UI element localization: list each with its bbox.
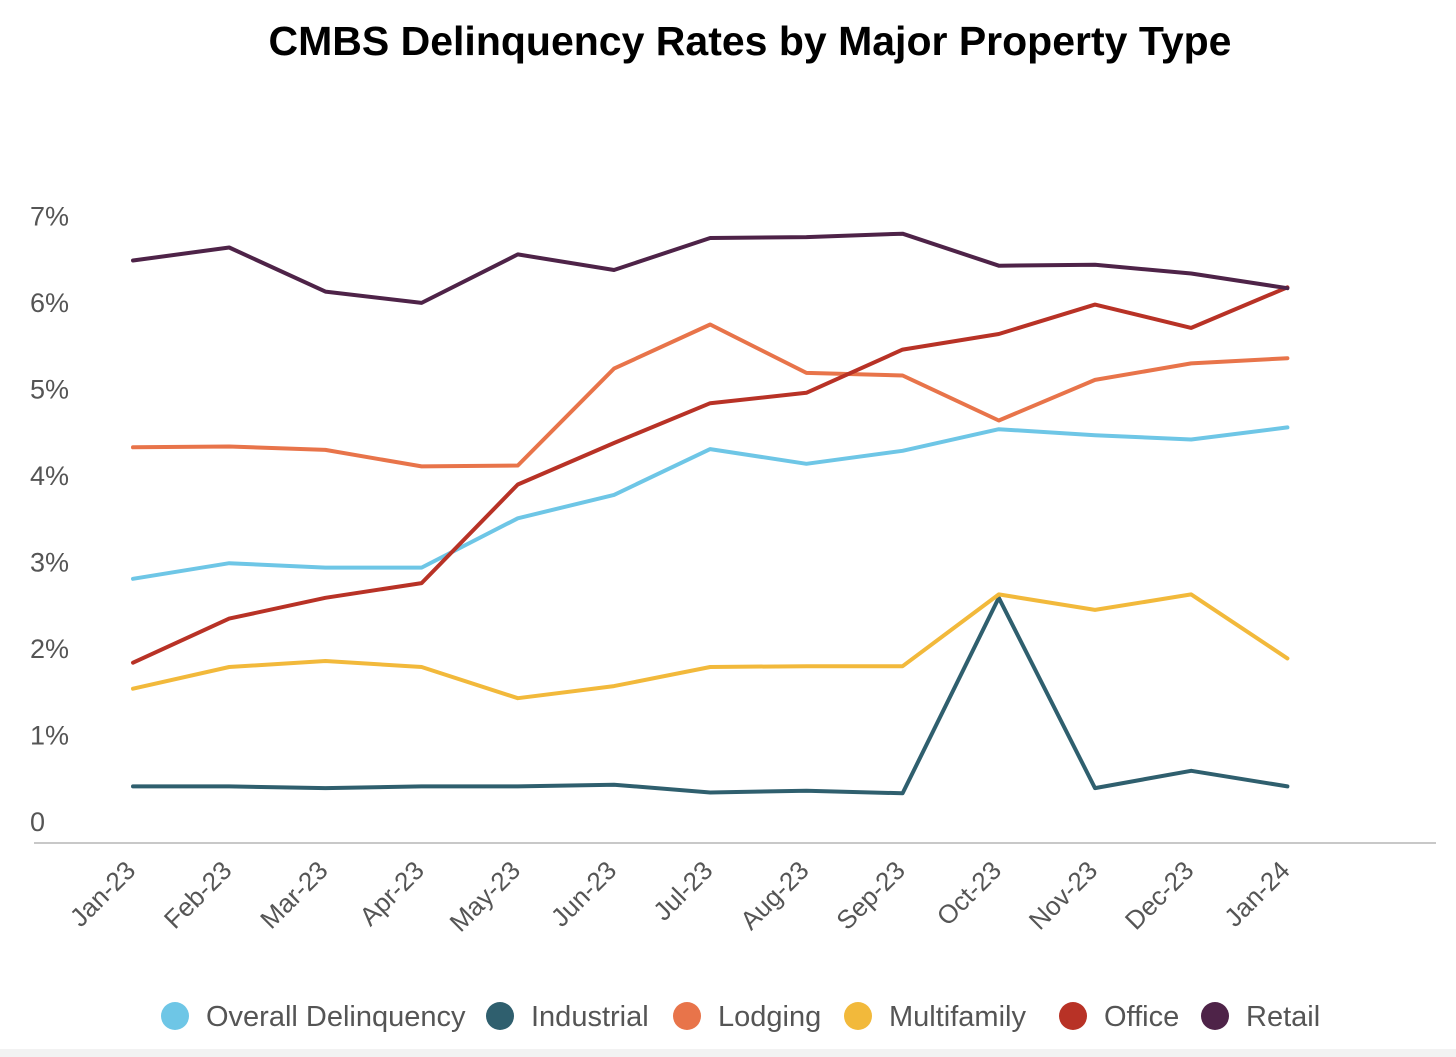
- x-axis-tick-labels: Jan-23 Feb-23 Mar-23 Apr-23 May-23 Jun-23 Jul-…: [64, 855, 1296, 938]
- x-tick-label: Dec-23: [1119, 855, 1199, 935]
- x-tick-label: Oct-23: [931, 855, 1007, 931]
- x-tick-label: Feb-23: [158, 855, 237, 934]
- legend-label-industrial: Industrial: [531, 1001, 649, 1033]
- x-tick-label: Apr-23: [353, 855, 429, 931]
- y-tick-label: 2%: [30, 634, 69, 664]
- series-line-office: [131, 285, 1290, 665]
- legend-marker-office: [1059, 1002, 1087, 1030]
- legend-label-lodging: Lodging: [718, 1001, 821, 1033]
- legend-marker-retail: [1201, 1002, 1229, 1030]
- x-tick-label: May-23: [444, 855, 527, 938]
- chart-title: CMBS Delinquency Rates by Major Property…: [268, 18, 1232, 64]
- legend-item-multifamily: Multifamily: [844, 1001, 1026, 1033]
- legend-item-retail: Retail: [1201, 1001, 1320, 1033]
- legend-item-overall: Overall Delinquency: [161, 1001, 466, 1033]
- x-tick-label: Mar-23: [254, 855, 333, 934]
- x-tick-label: Jan-23: [64, 855, 141, 932]
- series-line-overall: [131, 425, 1290, 581]
- x-tick-label: Jul-23: [647, 855, 718, 926]
- legend-item-office: Office: [1059, 1001, 1179, 1033]
- y-tick-label: 5%: [30, 375, 69, 405]
- x-tick-label: Aug-23: [734, 855, 814, 935]
- legend-label-office: Office: [1104, 1001, 1179, 1033]
- y-tick-label: 0: [30, 807, 45, 837]
- bottom-strip: [0, 1049, 1456, 1057]
- legend-marker-multifamily: [844, 1002, 872, 1030]
- legend-marker-industrial: [486, 1002, 514, 1030]
- series-line-multifamily: [131, 592, 1290, 701]
- series-lines: [131, 231, 1290, 796]
- y-tick-label: 6%: [30, 288, 69, 318]
- series-line-retail: [131, 231, 1290, 305]
- x-tick-label: Nov-23: [1023, 855, 1103, 935]
- legend-item-lodging: Lodging: [673, 1001, 821, 1033]
- y-axis-tick-labels: 0 1% 2% 3% 4% 5% 6% 7%: [30, 202, 69, 838]
- x-tick-label: Sep-23: [830, 855, 910, 935]
- y-tick-label: 3%: [30, 548, 69, 578]
- legend: Overall Delinquency Industrial Lodging Mult…: [161, 1001, 1320, 1033]
- legend-label-overall: Overall Delinquency: [206, 1001, 466, 1033]
- y-tick-label: 4%: [30, 461, 69, 491]
- series-line-industrial: [131, 595, 1290, 796]
- x-tick-label: Jun-23: [545, 855, 622, 932]
- legend-item-industrial: Industrial: [486, 1001, 649, 1033]
- legend-label-retail: Retail: [1246, 1001, 1320, 1033]
- x-tick-label: Jan-24: [1218, 855, 1295, 932]
- legend-label-multifamily: Multifamily: [889, 1001, 1026, 1033]
- legend-marker-lodging: [673, 1002, 701, 1030]
- y-tick-label: 1%: [30, 721, 69, 751]
- y-tick-label: 7%: [30, 202, 69, 232]
- legend-marker-overall: [161, 1002, 189, 1030]
- series-line-lodging: [131, 322, 1290, 469]
